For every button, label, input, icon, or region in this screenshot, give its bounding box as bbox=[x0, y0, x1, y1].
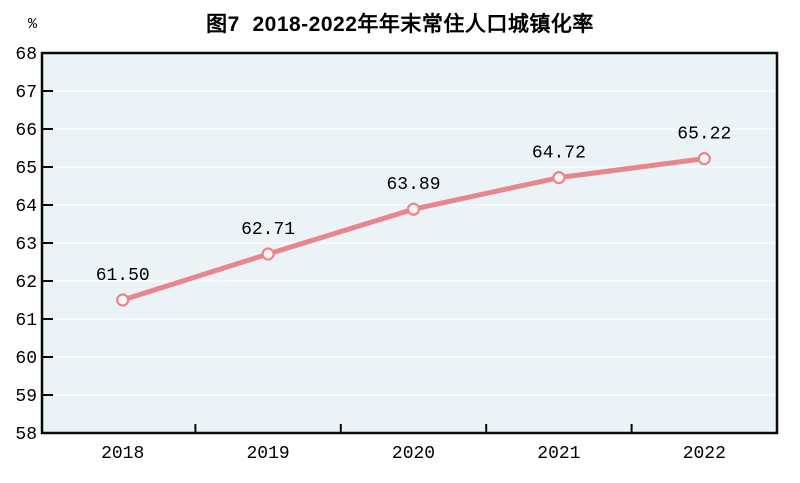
x-axis-label: 2022 bbox=[683, 444, 726, 464]
data-point-marker bbox=[697, 152, 711, 166]
y-axis-label: 63 bbox=[15, 235, 37, 255]
data-point-marker bbox=[552, 171, 566, 185]
data-point-label: 65.22 bbox=[677, 125, 731, 145]
x-axis-label: 2021 bbox=[537, 444, 580, 464]
y-axis-label: 67 bbox=[15, 83, 37, 103]
data-point-label: 62.71 bbox=[241, 220, 295, 240]
chart-title: 图7 2018-2022年年末常住人口城镇化率 bbox=[206, 13, 594, 36]
x-axis-label: 2020 bbox=[392, 444, 435, 464]
y-axis-label: 62 bbox=[15, 273, 37, 293]
y-axis-unit-label: % bbox=[27, 16, 37, 33]
y-axis-label: 64 bbox=[15, 197, 37, 217]
x-axis-label: 2019 bbox=[246, 444, 289, 464]
y-axis-label: 60 bbox=[15, 349, 37, 369]
data-point-label: 63.89 bbox=[386, 175, 440, 195]
y-axis-label: 61 bbox=[15, 311, 37, 331]
data-point-label: 61.50 bbox=[96, 266, 150, 286]
plot-frame bbox=[40, 51, 779, 435]
data-point-marker bbox=[261, 247, 275, 261]
y-axis-label: 65 bbox=[15, 159, 37, 179]
data-point-marker bbox=[406, 202, 421, 216]
data-point-label: 64.72 bbox=[532, 144, 586, 164]
y-axis-label: 58 bbox=[15, 425, 37, 445]
y-axis-label: 66 bbox=[15, 121, 37, 141]
y-axis-label: 59 bbox=[15, 387, 37, 407]
x-axis-label: 2018 bbox=[101, 444, 144, 464]
data-point-marker bbox=[116, 293, 130, 307]
y-axis-label: 68 bbox=[15, 45, 37, 65]
